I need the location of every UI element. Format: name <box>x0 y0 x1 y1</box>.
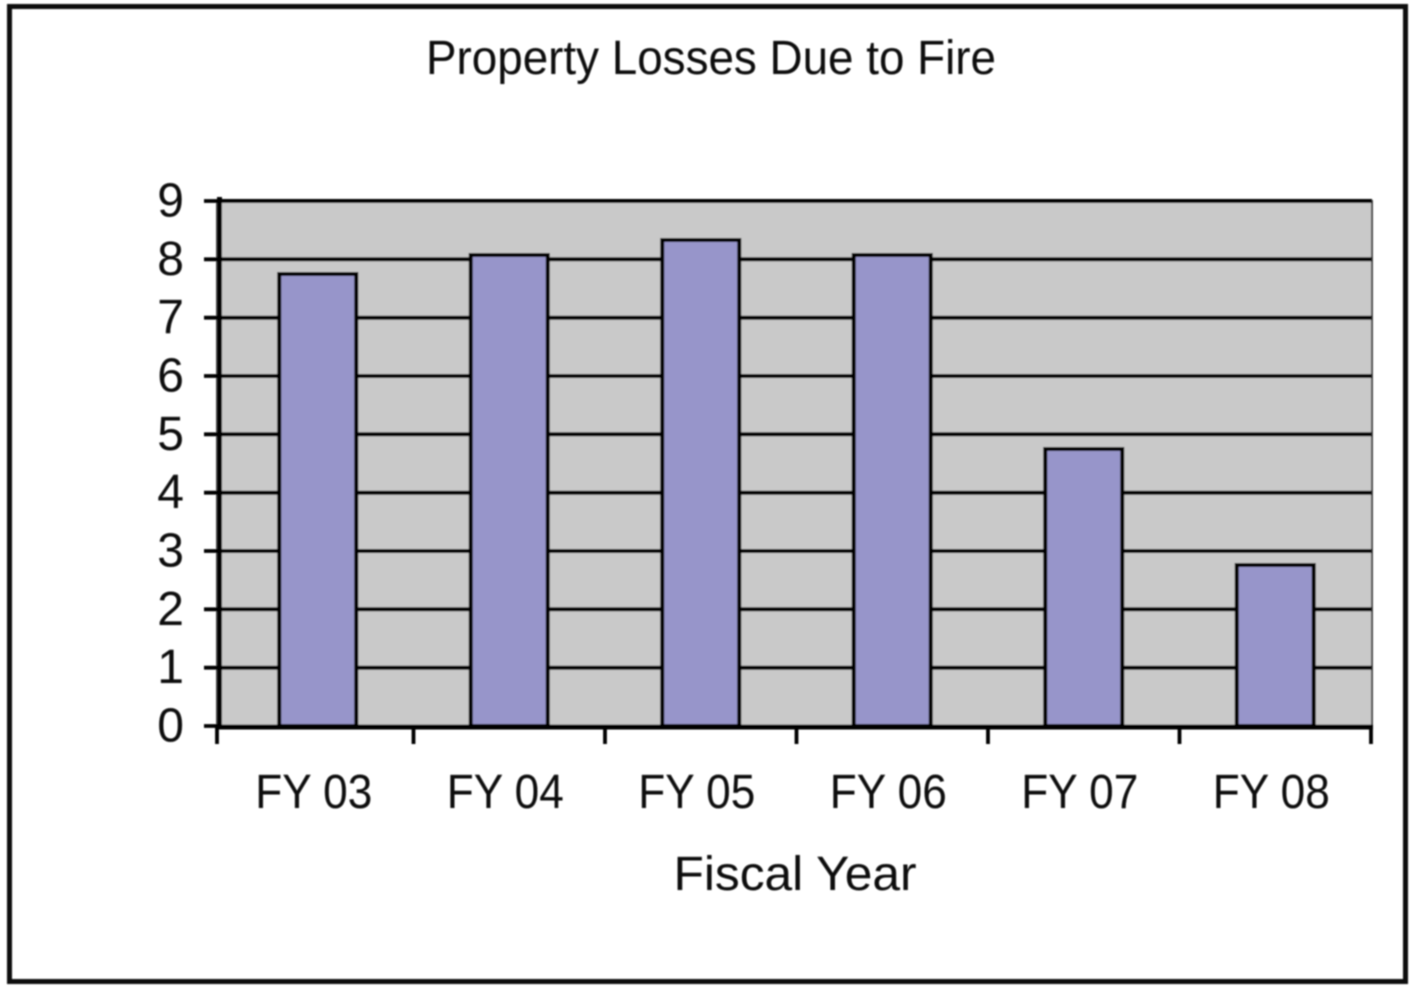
svg-text:FY 03: FY 03 <box>255 766 372 819</box>
svg-text:FY 04: FY 04 <box>447 766 564 819</box>
svg-text:0: 0 <box>157 700 184 753</box>
svg-text:Fiscal Year: Fiscal Year <box>674 848 917 901</box>
svg-text:Property Losses Due to Fire: Property Losses Due to Fire <box>426 32 996 85</box>
svg-text:9: 9 <box>157 175 184 228</box>
svg-text:5: 5 <box>157 408 184 461</box>
svg-text:8: 8 <box>157 233 184 286</box>
svg-text:FY 07: FY 07 <box>1021 766 1138 819</box>
svg-text:FY 08: FY 08 <box>1213 766 1330 819</box>
svg-text:FY 05: FY 05 <box>638 766 755 819</box>
svg-text:FY 06: FY 06 <box>830 766 947 819</box>
svg-text:3: 3 <box>157 525 184 578</box>
svg-text:6: 6 <box>157 350 184 403</box>
svg-text:2: 2 <box>157 583 184 636</box>
svg-text:7: 7 <box>157 291 184 344</box>
svg-text:1: 1 <box>157 641 184 694</box>
svg-text:4: 4 <box>157 466 184 519</box>
